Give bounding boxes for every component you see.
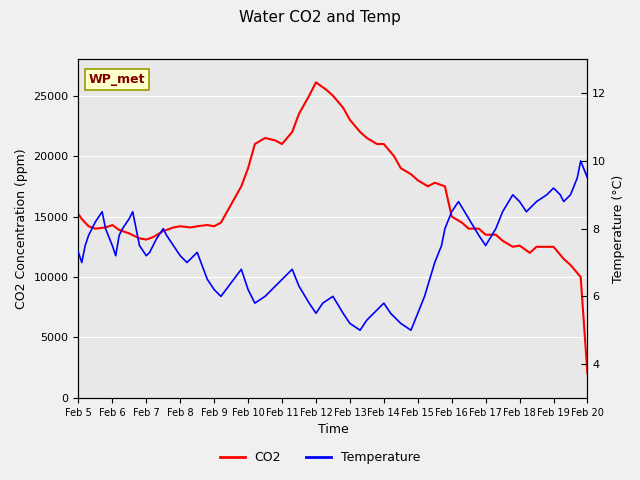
Legend: CO2, Temperature: CO2, Temperature — [214, 446, 426, 469]
Y-axis label: Temperature (°C): Temperature (°C) — [612, 175, 625, 283]
Text: WP_met: WP_met — [88, 73, 145, 86]
Text: Water CO2 and Temp: Water CO2 and Temp — [239, 10, 401, 24]
X-axis label: Time: Time — [317, 423, 348, 436]
Y-axis label: CO2 Concentration (ppm): CO2 Concentration (ppm) — [15, 148, 28, 309]
